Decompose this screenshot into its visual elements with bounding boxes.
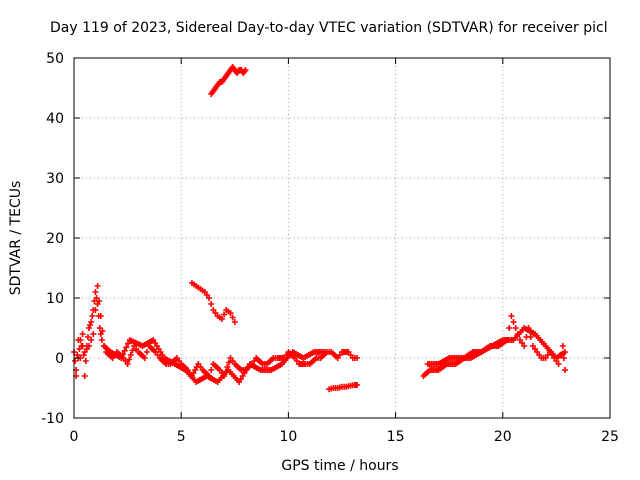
- main-trace-secondary-point: [92, 307, 99, 313]
- mid-arc-point: [206, 295, 213, 301]
- tick-labels: 0 5 10 15 20 25 -10 0 10 20 30 40 50: [41, 51, 619, 445]
- main-trace-point: [81, 373, 88, 379]
- mid-arc-point: [218, 316, 225, 322]
- mid-arc-point: [221, 311, 228, 318]
- main-trace-secondary-point: [99, 328, 106, 334]
- evening-trace-point: [512, 325, 519, 331]
- main-trace-secondary-point: [125, 340, 132, 347]
- main-trace-secondary-point: [121, 347, 128, 354]
- x-axis-label: GPS time / hours: [281, 458, 398, 474]
- main-trace-point: [143, 349, 150, 355]
- y-tick-label: 20: [46, 231, 64, 247]
- main-trace-point: [124, 361, 131, 367]
- main-trace-point: [79, 331, 86, 337]
- main-trace-secondary-point: [123, 344, 130, 351]
- main-trace-point: [82, 358, 89, 364]
- grid: [74, 58, 610, 418]
- low-segment-point: [354, 382, 361, 388]
- data-series: [71, 64, 568, 393]
- main-trace-point: [84, 334, 91, 340]
- main-trace-secondary-point: [96, 298, 103, 304]
- upper-arc-point: [242, 67, 249, 73]
- x-tick-label: 10: [279, 429, 297, 445]
- x-tick-label: 25: [601, 429, 619, 445]
- main-trace-secondary-point: [90, 331, 97, 337]
- main-trace-secondary-point: [118, 355, 125, 361]
- main-trace-secondary-point: [97, 313, 104, 319]
- main-trace-point: [74, 352, 81, 358]
- y-axis-label: SDTVAR / TECUs: [8, 181, 24, 296]
- mid-arc-point: [227, 310, 234, 316]
- main-trace-secondary-point: [94, 283, 101, 289]
- main-trace-point: [208, 367, 215, 373]
- main-trace-point: [89, 313, 96, 319]
- y-tick-label: 40: [46, 111, 64, 127]
- main-trace-secondary-point: [88, 337, 95, 343]
- x-tick-label: 0: [70, 429, 79, 445]
- main-trace-point: [141, 355, 148, 361]
- main-trace-secondary-point: [79, 343, 86, 349]
- evening-trace-point: [510, 319, 517, 325]
- evening-trace-point: [506, 325, 513, 331]
- axis-ticks: [73, 57, 611, 419]
- y-tick-label: -10: [41, 411, 64, 427]
- y-tick-label: 0: [55, 351, 64, 367]
- main-trace-point: [225, 359, 232, 366]
- main-trace-point: [88, 319, 95, 325]
- main-trace-secondary-point: [119, 351, 126, 358]
- main-trace-point: [129, 347, 136, 354]
- main-trace-point: [86, 325, 93, 331]
- mid-arc-point: [208, 301, 215, 307]
- chart-title: Day 119 of 2023, Sidereal Day-to-day VTE…: [50, 20, 608, 36]
- mid-arc-point: [229, 314, 236, 321]
- x-tick-label: 20: [494, 429, 512, 445]
- main-trace-secondary-point: [77, 337, 84, 343]
- evening-trace-secondary-point: [561, 349, 568, 355]
- main-trace-point: [126, 356, 133, 363]
- y-tick-label: 50: [46, 51, 64, 67]
- evening-trace-point: [521, 343, 528, 349]
- evening-trace-point: [555, 361, 562, 367]
- main-trace-secondary-point: [321, 349, 328, 355]
- main-trace-point: [72, 358, 79, 364]
- evening-trace-point: [561, 367, 568, 373]
- main-trace-point: [127, 352, 134, 358]
- main-trace-point: [80, 352, 87, 358]
- evening-trace-point: [559, 343, 566, 349]
- x-tick-label: 5: [177, 429, 186, 445]
- evening-trace-point: [508, 313, 515, 319]
- main-trace-point: [92, 289, 99, 295]
- mid-arc-point: [231, 319, 238, 325]
- main-trace-secondary-point: [86, 343, 93, 349]
- y-tick-label: 10: [46, 291, 64, 307]
- x-tick-label: 15: [387, 429, 405, 445]
- main-trace-point: [87, 322, 94, 328]
- y-tick-label: 30: [46, 171, 64, 187]
- main-trace-point: [98, 337, 105, 343]
- main-trace-point: [354, 355, 361, 361]
